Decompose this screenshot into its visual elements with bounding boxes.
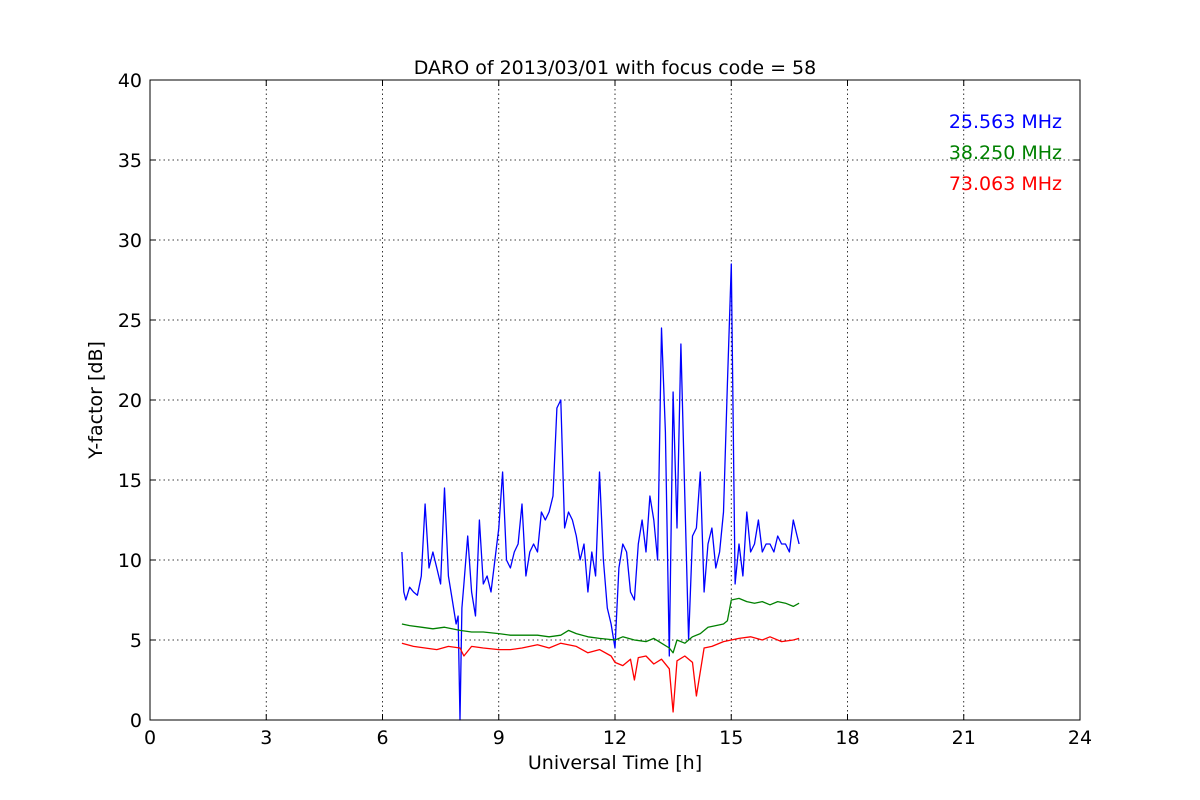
x-tick-label: 9 (493, 727, 505, 749)
tick-labels: 0 3 6 9 12 15 18 21 24 0 5 10 15 20 25 30 35 40 (118, 70, 1092, 749)
x-axis-label: Universal Time [h] (528, 752, 702, 774)
series-line-2 (401, 636, 800, 713)
legend-entry-2: 73.063 MHz (949, 173, 1062, 195)
y-tick-label: 10 (118, 550, 142, 572)
ticks (149, 79, 1081, 721)
series-line-1 (401, 597, 800, 654)
x-tick-label: 12 (603, 727, 627, 749)
x-tick-label: 0 (144, 727, 156, 749)
y-tick-label: 5 (130, 630, 142, 652)
x-tick-label: 21 (952, 727, 976, 749)
y-tick-label: 40 (118, 70, 142, 92)
y-tick-label: 20 (118, 390, 142, 412)
legend-entry-1: 38.250 MHz (949, 142, 1062, 164)
y-axis-label: Y-factor [dB] (85, 341, 107, 460)
y-tick-label: 25 (118, 310, 142, 332)
x-tick-label: 24 (1068, 727, 1092, 749)
y-tick-label: 0 (130, 710, 142, 732)
y-tick-label: 15 (118, 470, 142, 492)
x-tick-label: 3 (260, 727, 272, 749)
x-tick-label: 15 (719, 727, 743, 749)
legend: 25.563 MHz 38.250 MHz 73.063 MHz (949, 111, 1062, 195)
x-tick-label: 6 (376, 727, 388, 749)
x-tick-label: 18 (835, 727, 859, 749)
y-tick-label: 30 (118, 230, 142, 252)
series-line-0 (401, 263, 800, 721)
series-layer (401, 263, 800, 721)
chart-title: DARO of 2013/03/01 with focus code = 58 (414, 57, 816, 79)
legend-entry-0: 25.563 MHz (949, 111, 1062, 133)
y-tick-label: 35 (118, 150, 142, 172)
